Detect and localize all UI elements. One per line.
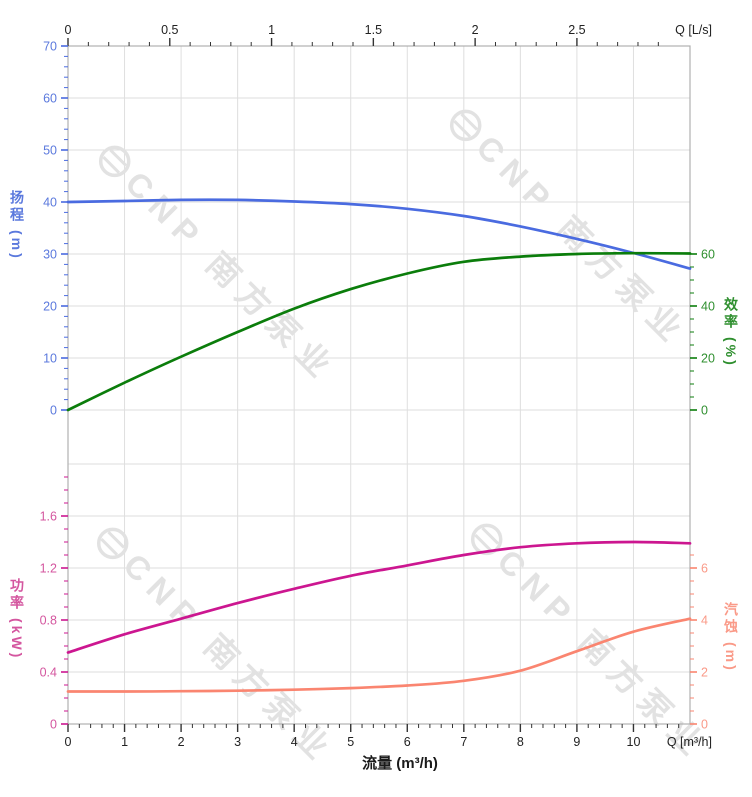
watermark: CNP 南方泵业 <box>470 523 716 768</box>
watermark: CNP 南方泵业 <box>449 109 695 354</box>
watermark-logo-icon <box>107 530 126 549</box>
watermark-logo-icon <box>109 148 128 167</box>
head-axis-title: 扬程 (m) <box>7 190 27 261</box>
bottom-axis-tick-label: 10 <box>627 735 641 749</box>
bottom-axis-tick-label: 7 <box>460 735 467 749</box>
bottom-axis-tick-label: 4 <box>291 735 298 749</box>
efficiency-axis-tick-label: 40 <box>701 300 715 314</box>
power-axis-title-text: 功率 <box>9 578 25 612</box>
efficiency-axis-unit: (%) <box>723 337 739 368</box>
npsh-axis-unit: (m) <box>723 642 739 673</box>
bottom-axis-tick-label: 1 <box>121 735 128 749</box>
watermark-logo-icon <box>481 526 500 545</box>
watermark-logo-icon <box>460 112 479 131</box>
head-axis-title-text: 扬程 <box>9 190 25 224</box>
flow-axis-title: 流量 (m³/h) <box>362 755 438 772</box>
efficiency-axis-tick-label: 60 <box>701 248 715 262</box>
watermark-logo-icon <box>453 120 472 138</box>
power-axis-unit: (kW) <box>9 618 25 661</box>
head-axis-tick-label: 60 <box>43 92 57 106</box>
efficiency-axis-tick-label: 20 <box>701 352 715 366</box>
top-axis-tick-label: 1 <box>268 23 275 37</box>
watermark-text: CNP 南方泵业 <box>118 164 344 390</box>
top-axis-tick-label: 1.5 <box>365 23 382 37</box>
bottom-axis-unit-label: Q [m³/h] <box>667 735 712 749</box>
bottom-axis-tick-label: 6 <box>404 735 411 749</box>
watermark-logo-icon <box>100 538 119 556</box>
efficiency-curve <box>66 251 692 412</box>
watermark-logo-icon <box>449 109 482 142</box>
top-axis-tick-label: 0 <box>65 23 72 37</box>
npsh-axis-tick-label: 0 <box>701 718 708 732</box>
npsh-axis-tick-label: 4 <box>701 614 708 628</box>
efficiency-axis-title-text: 效率 <box>723 297 739 331</box>
efficiency-axis-title: 效率 (%) <box>721 297 741 368</box>
npsh-curve <box>66 617 692 693</box>
watermark-logo-icon <box>98 145 131 178</box>
head-curve <box>66 198 692 270</box>
npsh-axis-title-text: 汽蚀 <box>723 602 739 636</box>
head-axis-tick-label: 70 <box>43 40 57 54</box>
top-axis-tick-label: 2 <box>472 23 479 37</box>
head-axis-unit: (m) <box>9 230 25 261</box>
head-axis-tick-label: 20 <box>43 300 57 314</box>
power-axis-tick-label: 0 <box>50 718 57 732</box>
power-axis-tick-label: 0.8 <box>40 614 57 628</box>
bottom-axis-tick-label: 5 <box>347 735 354 749</box>
head-axis-tick-label: 40 <box>43 196 57 210</box>
watermark: CNP 南方泵业 <box>98 145 344 390</box>
plot-border <box>67 45 691 725</box>
top-axis-tick-label: 0.5 <box>161 23 178 37</box>
bottom-axis-tick-label: 2 <box>178 735 185 749</box>
power-curve <box>66 540 692 654</box>
npsh-axis-tick-label: 2 <box>701 666 708 680</box>
head-axis-tick-label: 30 <box>43 248 57 262</box>
npsh-axis-title: 汽蚀 (m) <box>721 602 741 673</box>
power-axis-tick-label: 1.6 <box>40 510 57 524</box>
efficiency-axis-tick-label: 0 <box>701 404 708 418</box>
head-axis-tick-label: 10 <box>43 352 57 366</box>
bottom-axis-tick-label: 8 <box>517 735 524 749</box>
watermark-logo-icon <box>102 156 121 174</box>
bottom-axis-tick-label: 3 <box>234 735 241 749</box>
top-axis-tick-label: 2.5 <box>568 23 585 37</box>
watermark-text: CNP 南方泵业 <box>116 546 342 772</box>
bottom-axis-tick-label: 0 <box>65 735 72 749</box>
power-axis-title: 功率 (kW) <box>7 578 27 660</box>
power-axis-tick-label: 0.4 <box>40 666 57 680</box>
top-axis-unit-label: Q [L/s] <box>675 23 712 37</box>
npsh-axis-tick-label: 6 <box>701 562 708 576</box>
watermark-logo-icon <box>474 534 493 552</box>
head-axis-tick-label: 50 <box>43 144 57 158</box>
power-axis-tick-label: 1.2 <box>40 562 57 576</box>
head-axis-tick-label: 0 <box>50 404 57 418</box>
bottom-axis-tick-label: 9 <box>573 735 580 749</box>
watermark-logo-icon <box>96 527 129 560</box>
